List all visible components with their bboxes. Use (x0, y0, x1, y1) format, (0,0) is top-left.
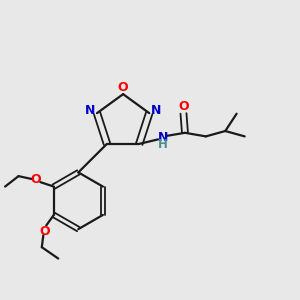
Text: O: O (118, 81, 128, 94)
Text: N: N (151, 104, 161, 117)
Text: N: N (85, 104, 96, 117)
Text: O: O (178, 100, 189, 113)
Text: O: O (39, 225, 50, 238)
Text: N: N (158, 131, 168, 144)
Text: H: H (158, 138, 168, 151)
Text: O: O (31, 173, 41, 186)
